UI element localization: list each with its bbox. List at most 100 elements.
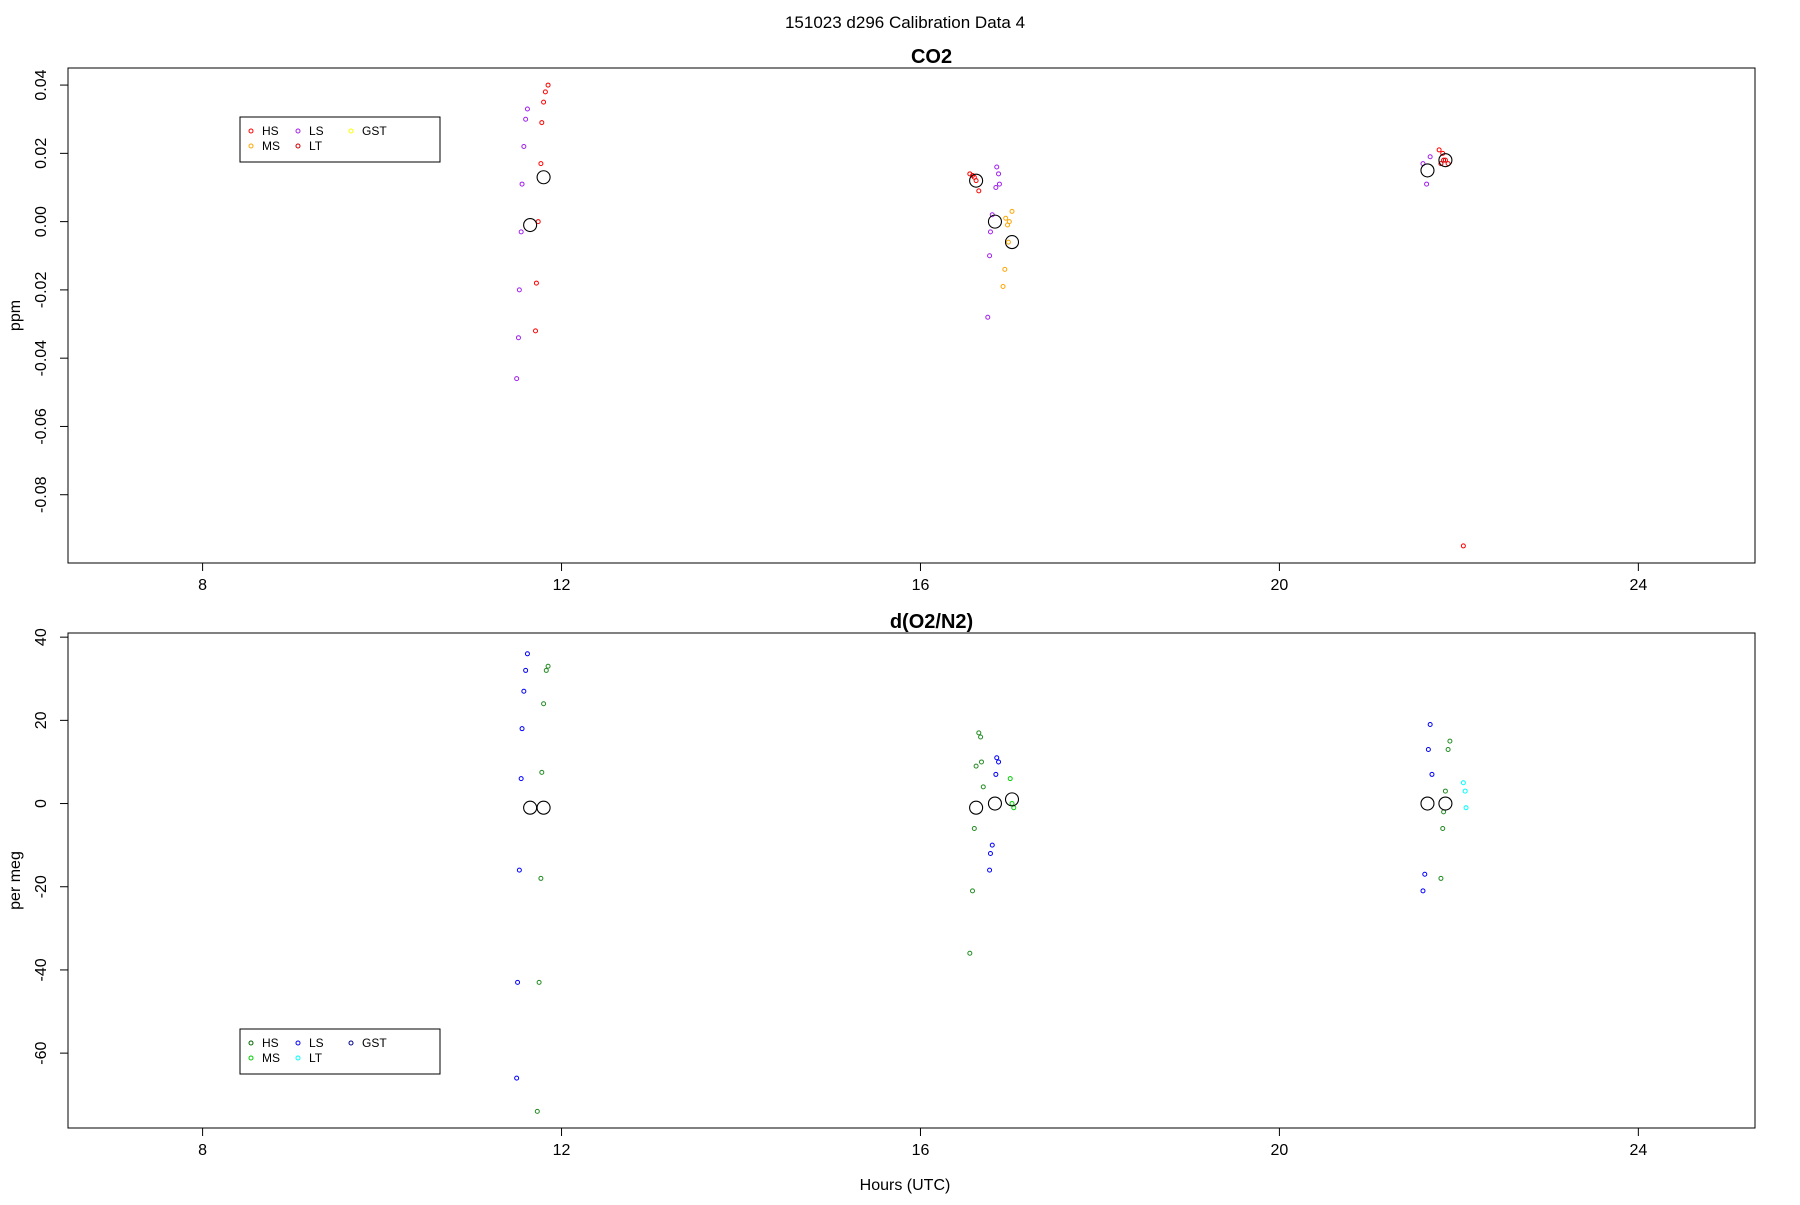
data-point xyxy=(993,184,999,190)
mean-marker xyxy=(1004,792,1020,807)
series-lt xyxy=(1460,780,1469,811)
x-tick-label: 12 xyxy=(553,577,571,594)
data-point xyxy=(515,335,521,341)
data-point xyxy=(1427,722,1433,728)
data-point xyxy=(541,99,547,105)
data-point xyxy=(516,287,522,293)
data-point xyxy=(994,164,1000,170)
legend-label-ms: MS xyxy=(262,1051,280,1065)
data-point xyxy=(1009,208,1015,214)
x-tick-label: 16 xyxy=(912,577,930,594)
legend-marker xyxy=(248,128,254,134)
data-point xyxy=(976,188,982,194)
data-point xyxy=(967,950,973,956)
data-point xyxy=(534,1108,540,1114)
data-point xyxy=(524,651,530,657)
data-point xyxy=(1445,746,1451,752)
data-point xyxy=(987,867,993,873)
data-point xyxy=(545,82,551,88)
data-point xyxy=(973,178,979,184)
data-point xyxy=(518,229,524,235)
y-axis-title: ppm xyxy=(7,300,24,331)
legend-marker xyxy=(248,1040,254,1046)
x-tick-label: 12 xyxy=(553,1142,571,1159)
data-point xyxy=(519,726,525,732)
data-point xyxy=(518,776,524,782)
data-point xyxy=(1424,181,1430,187)
x-tick-label: 24 xyxy=(1629,577,1647,594)
data-point xyxy=(1427,154,1433,160)
y-tick-label: -0.08 xyxy=(33,476,50,513)
x-tick-label: 24 xyxy=(1629,1142,1647,1159)
legend-marker xyxy=(295,1055,301,1061)
data-point xyxy=(1000,283,1006,289)
y-tick-label: 0.04 xyxy=(33,69,50,100)
mean-marker xyxy=(523,217,538,233)
data-point xyxy=(978,734,984,740)
data-point xyxy=(1002,266,1008,272)
data-point xyxy=(533,328,539,334)
data-point xyxy=(545,663,551,669)
data-point xyxy=(1420,888,1426,894)
data-point xyxy=(1422,871,1428,877)
legend-marker xyxy=(348,1040,354,1046)
data-point xyxy=(987,253,993,259)
data-point xyxy=(524,106,530,112)
data-point xyxy=(519,181,525,187)
data-point xyxy=(538,161,544,167)
legend-marker xyxy=(295,128,301,134)
legend-label-lt: LT xyxy=(309,1051,323,1065)
data-point xyxy=(1442,788,1448,794)
series-ls xyxy=(514,651,1435,1081)
data-point xyxy=(976,730,982,736)
data-point xyxy=(978,759,984,765)
panel-2: d(O2/N2) 8 12 16 20 24 -60 -40 -20 0 20 40 per meg Ho… xyxy=(7,611,1756,1194)
legend-label-ls: LS xyxy=(309,1036,324,1050)
legend-label-gst: GST xyxy=(362,1036,387,1050)
legend-label-ls: LS xyxy=(309,124,324,138)
x-tick-label: 8 xyxy=(198,577,207,594)
data-point xyxy=(514,1075,520,1081)
data-point xyxy=(1447,738,1453,744)
data-point xyxy=(514,376,520,382)
data-point xyxy=(542,89,548,95)
data-point xyxy=(1005,239,1011,245)
legend-marker xyxy=(295,1040,301,1046)
data-point xyxy=(985,314,991,320)
data-point xyxy=(1462,788,1468,794)
data-point xyxy=(1009,801,1015,807)
data-point xyxy=(536,979,542,985)
legend-label-lt: LT xyxy=(309,139,323,153)
plot-frame xyxy=(67,67,1756,564)
legend-label-gst: GST xyxy=(362,124,387,138)
data-point xyxy=(1440,826,1446,832)
legend-label-hs: HS xyxy=(262,124,279,138)
data-point xyxy=(1441,157,1447,163)
data-point xyxy=(539,120,545,126)
data-point xyxy=(1442,157,1448,163)
data-point xyxy=(1425,746,1431,752)
data-point xyxy=(996,759,1002,765)
data-point xyxy=(538,875,544,881)
series-hs xyxy=(534,663,1453,1114)
y-axis-title: per meg xyxy=(7,851,24,910)
x-tick-label: 8 xyxy=(198,1142,207,1159)
y-tick-label: 0.00 xyxy=(33,206,50,237)
legend-box xyxy=(239,1028,441,1075)
data-point xyxy=(987,229,993,235)
mean-marker xyxy=(969,173,984,188)
x-tick-label: 20 xyxy=(1271,1142,1289,1159)
mean-marker xyxy=(1420,796,1435,811)
data-point xyxy=(1460,543,1466,549)
mean-marker xyxy=(536,170,551,185)
x-axis-title: Hours (UTC) xyxy=(860,1177,951,1194)
data-point xyxy=(994,755,1000,761)
data-point xyxy=(973,763,979,769)
x-tick-label: 16 xyxy=(912,1142,930,1159)
legend-label-hs: HS xyxy=(262,1036,279,1050)
y-tick-label: -40 xyxy=(33,958,50,981)
y-tick-label: -0.02 xyxy=(33,272,50,309)
